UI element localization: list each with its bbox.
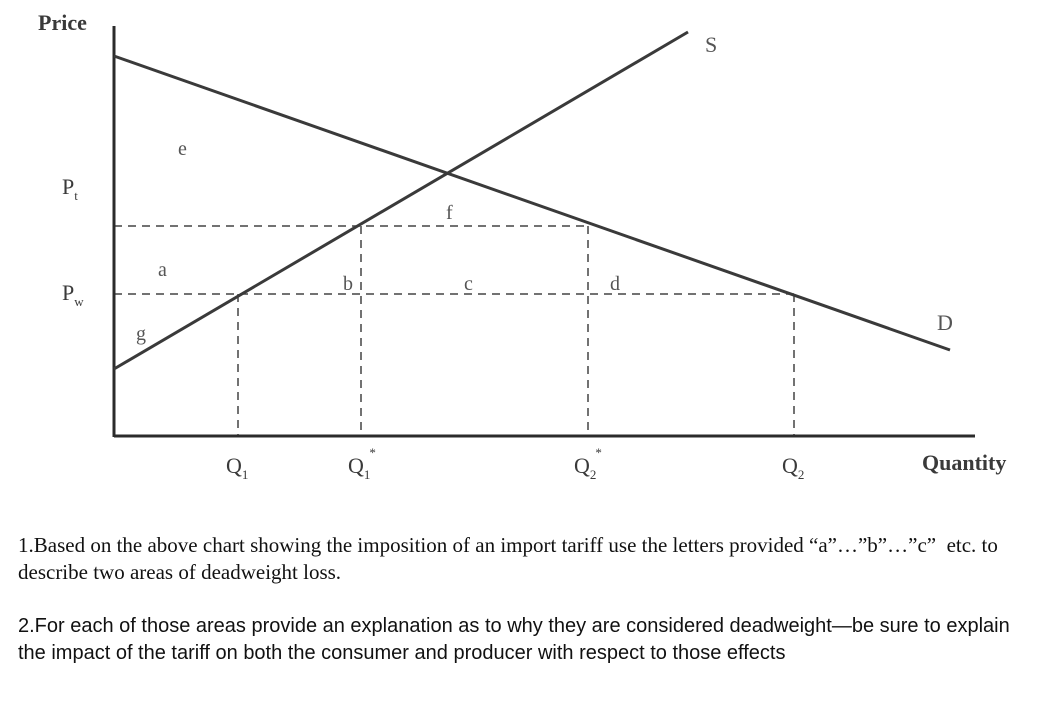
pw-label: Pw bbox=[62, 280, 84, 309]
tariff-supply-demand-diagram: Price Quantity Pt Pw Q1 Q1* Q2* Q2 S D e… bbox=[0, 0, 1040, 500]
question-1: 1.Based on the above chart showing the i… bbox=[18, 533, 1004, 584]
area-label-d: d bbox=[610, 273, 620, 295]
x-axis-title: Quantity bbox=[922, 450, 1006, 475]
area-label-c: c bbox=[464, 273, 473, 295]
y-axis-title: Price bbox=[38, 10, 87, 35]
supply-label: S bbox=[705, 32, 717, 57]
demand-label: D bbox=[937, 310, 953, 335]
area-label-a: a bbox=[158, 259, 167, 281]
demand-curve bbox=[113, 54, 951, 352]
question-text-block: 1.Based on the above chart showing the i… bbox=[18, 532, 1018, 667]
q2-star-label: Q2* bbox=[574, 445, 602, 482]
area-label-g: g bbox=[136, 323, 146, 345]
area-label-f: f bbox=[446, 202, 453, 224]
pt-label: Pt bbox=[62, 174, 78, 203]
question-2: 2.For each of those areas provide an exp… bbox=[18, 615, 1016, 664]
area-label-e: e bbox=[178, 138, 187, 160]
q2-label: Q2 bbox=[782, 453, 804, 482]
supply-curve bbox=[113, 30, 689, 371]
area-label-b: b bbox=[343, 273, 353, 295]
q1-star-label: Q1* bbox=[348, 445, 376, 482]
q1-label: Q1 bbox=[226, 453, 248, 482]
plot-background bbox=[0, 0, 1040, 500]
